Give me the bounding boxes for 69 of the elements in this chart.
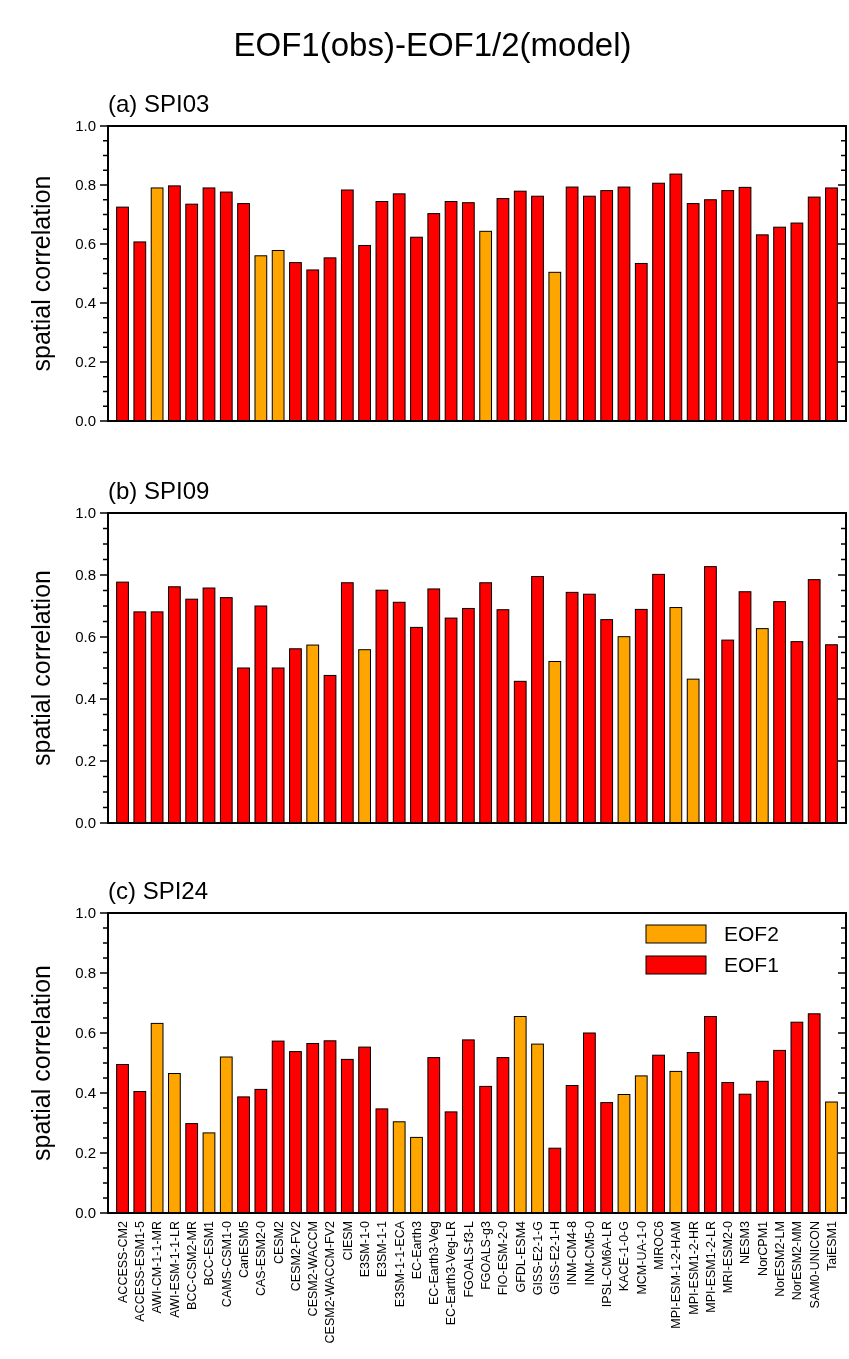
x-tick-label: GISS-E2-1-H	[548, 1221, 563, 1295]
y-tick-label: 0.4	[75, 1084, 96, 1102]
x-tick-label: KACE-1-0-G	[617, 1221, 632, 1292]
x-tick-label: MPI-ESM1-2-HR	[686, 1221, 701, 1315]
chart-subtitle: (c) SPI24	[108, 877, 209, 904]
x-tick-label: CESM2	[271, 1220, 286, 1265]
x-tick-label: MIROC6	[651, 1220, 666, 1270]
x-tick-label: BCC-ESM1	[202, 1220, 217, 1286]
x-tick-label: MPI-ESM-1-2-HAM	[669, 1221, 684, 1329]
x-tick-label: CESM2-FV2	[288, 1220, 303, 1292]
x-tick-label: FGOALS-f3-L	[461, 1220, 476, 1298]
chart-title: EOF1(obs)-EOF1/2(model)	[233, 26, 632, 63]
x-tick-label: EC-Earth3-Veg-LR	[444, 1221, 459, 1326]
x-tick-label: INM-CM4-8	[565, 1220, 580, 1286]
y-tick-label: 0.8	[75, 176, 96, 194]
y-tick-label: 0.0	[75, 412, 96, 430]
y-tick-label: 0.6	[75, 628, 96, 646]
y-tick-label: 0.8	[75, 566, 96, 584]
x-tick-label: ACCESS-CM2	[115, 1220, 130, 1303]
chart-subtitle: (b) SPI09	[108, 477, 210, 504]
y-tick-label: 1.0	[75, 504, 96, 522]
x-tick-label: AWI-CM-1-1-MR	[150, 1221, 165, 1314]
x-tick-label: AWI-ESM-1-1-LR	[167, 1221, 182, 1318]
y-tick-label: 0.6	[75, 1024, 96, 1042]
x-tick-label: E3SM-1-1-ECA	[392, 1220, 407, 1308]
y-tick-label: 0.8	[75, 964, 96, 982]
x-tick-label: CAMS-CSM1-0	[219, 1220, 234, 1308]
x-tick-label: FGOALS-g3	[479, 1220, 494, 1290]
x-tick-label: E3SM-1-0	[357, 1220, 372, 1278]
x-tick-label: EC-Earth3-Veg	[427, 1220, 442, 1306]
y-tick-label: 0.2	[75, 353, 96, 371]
x-tick-label: BCC-CSM2-MR	[185, 1221, 200, 1310]
x-tick-label: IPSL-CM6A-LR	[600, 1221, 615, 1308]
x-tick-label: TaiESM1	[824, 1220, 839, 1272]
x-tick-label: CESM2-WACCM	[306, 1221, 321, 1317]
y-tick-label: 0.0	[75, 814, 96, 832]
x-tick-label: NorCPM1	[755, 1220, 770, 1276]
x-tick-label: FIO-ESM-2-0	[496, 1220, 511, 1296]
x-tick-label: CESM2-WACCM-FV2	[323, 1220, 338, 1344]
y-tick-label: 0.2	[75, 752, 96, 770]
legend-label: EOF1	[724, 953, 779, 976]
x-tick-label: CAS-ESM2-0	[254, 1220, 269, 1297]
x-tick-label: SAM0-UNICON	[807, 1221, 822, 1309]
x-tick-label: INM-CM5-0	[582, 1220, 597, 1286]
y-tick-label: 0.2	[75, 1144, 96, 1162]
x-tick-label: EC-Earth3	[409, 1220, 424, 1280]
y-tick-label: 0.4	[75, 294, 96, 312]
x-tick-label: ACCESS-ESM1-5	[133, 1220, 148, 1322]
y-axis-title: spatial correlation	[27, 570, 55, 766]
x-tick-label: CanESM5	[236, 1220, 251, 1278]
y-tick-label: 0.6	[75, 235, 96, 253]
y-tick-label: 0.4	[75, 690, 96, 708]
x-tick-label: NESM3	[738, 1220, 753, 1265]
y-tick-label: 1.0	[75, 117, 96, 135]
x-tick-label: CIESM	[340, 1221, 355, 1261]
x-tick-label: GISS-E2-1-G	[530, 1221, 545, 1296]
y-tick-label: 0.0	[75, 1204, 96, 1222]
legend-label: EOF2	[724, 922, 779, 945]
x-tick-label: NorESM2-MM	[790, 1221, 805, 1301]
chart-subtitle: (a) SPI03	[108, 90, 210, 117]
x-tick-label: MCM-UA-1-0	[634, 1220, 649, 1295]
x-tick-label: MPI-ESM1-2-LR	[703, 1221, 718, 1313]
x-tick-label: GFDL-ESM4	[513, 1220, 528, 1293]
y-axis-title: spatial correlation	[27, 175, 55, 372]
y-tick-label: 1.0	[75, 904, 96, 922]
x-tick-label: MRI-ESM2-0	[721, 1220, 736, 1294]
x-tick-label: E3SM-1-1	[375, 1220, 390, 1278]
x-tick-label: NorESM2-LM	[772, 1221, 787, 1297]
y-axis-title: spatial correlation	[27, 965, 55, 1161]
